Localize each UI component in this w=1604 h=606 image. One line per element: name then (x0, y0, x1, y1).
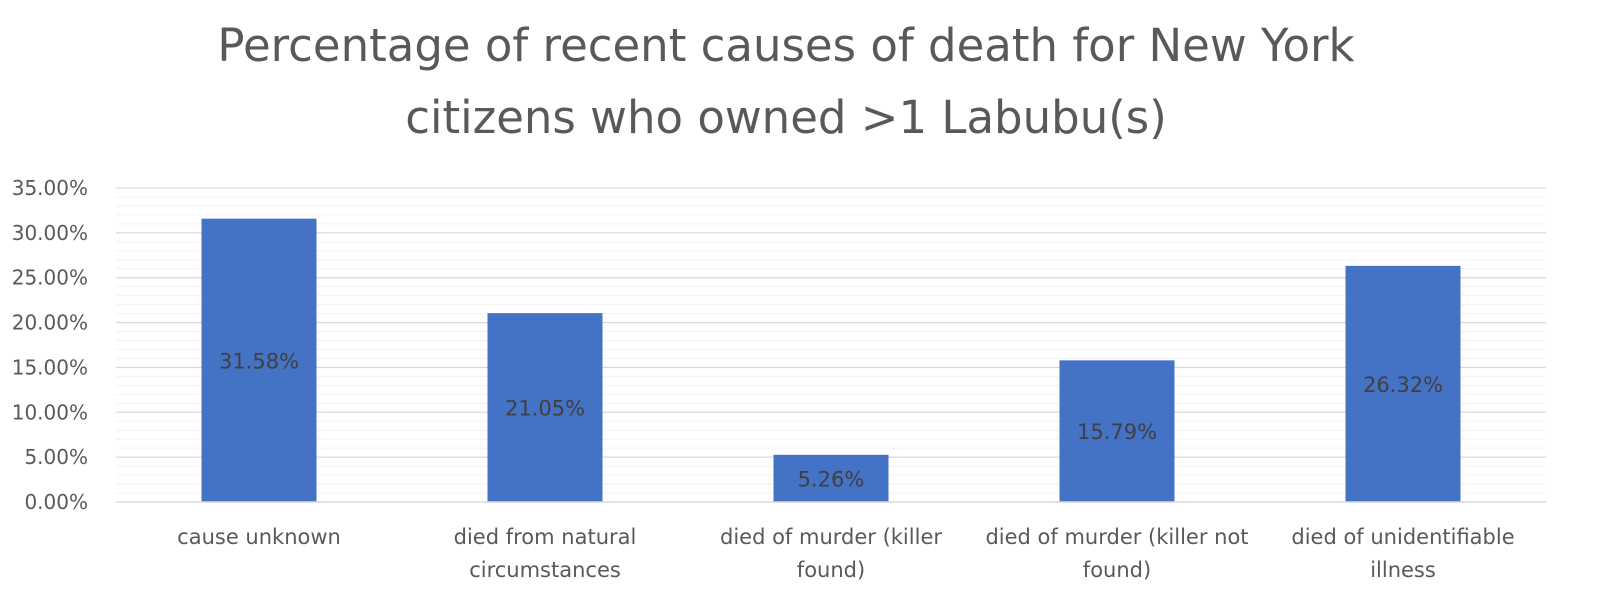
chart-title-line-1: Percentage of recent causes of death for… (217, 19, 1354, 72)
category-label-2: circumstances (469, 558, 621, 582)
bar-3 (773, 454, 889, 502)
bar-2 (487, 313, 603, 502)
minor-gridlines (116, 196, 1546, 494)
category-label-4: found) (1083, 558, 1151, 582)
bar-4 (1059, 360, 1175, 502)
y-tick-label: 5.00% (24, 445, 88, 469)
chart-title-line-2: citizens who owned >1 Labubu(s) (405, 91, 1167, 144)
bar-1 (201, 218, 317, 502)
data-label-1: 31.58% (219, 349, 299, 373)
y-tick-label: 35.00% (12, 176, 88, 200)
y-tick-label: 20.00% (12, 311, 88, 335)
y-tick-label: 25.00% (12, 266, 88, 290)
bar-5 (1345, 265, 1461, 502)
x-axis-category-labels: cause unknown died from natural circumstan… (177, 525, 1514, 582)
major-gridlines (116, 187, 1546, 458)
y-tick-label: 15.00% (12, 355, 88, 379)
category-label-3: found) (797, 558, 865, 582)
category-label-5: illness (1370, 558, 1436, 582)
category-label-5: died of unidentifiable (1291, 525, 1514, 549)
data-label-5: 26.32% (1363, 373, 1443, 397)
y-axis-tick-labels: 0.00% 5.00% 10.00% 15.00% 20.00% 25.00% 30.00%… (12, 176, 88, 514)
y-tick-label: 30.00% (12, 221, 88, 245)
y-tick-label: 0.00% (24, 490, 88, 514)
category-label-4: died of murder (killer not (985, 525, 1248, 549)
bar-series (201, 218, 1461, 502)
data-label-2: 21.05% (505, 397, 585, 421)
category-label-3: died of murder (killer (720, 525, 942, 549)
data-labels: 31.58% 21.05% 5.26% 15.79% 26.32% (219, 349, 1443, 491)
chart-title: Percentage of recent causes of death for… (217, 19, 1354, 144)
data-label-3: 5.26% (798, 467, 865, 491)
data-label-4: 15.79% (1077, 420, 1157, 444)
category-label-2: died from natural (454, 525, 637, 549)
y-tick-label: 10.00% (12, 400, 88, 424)
category-label-1: cause unknown (177, 525, 341, 549)
